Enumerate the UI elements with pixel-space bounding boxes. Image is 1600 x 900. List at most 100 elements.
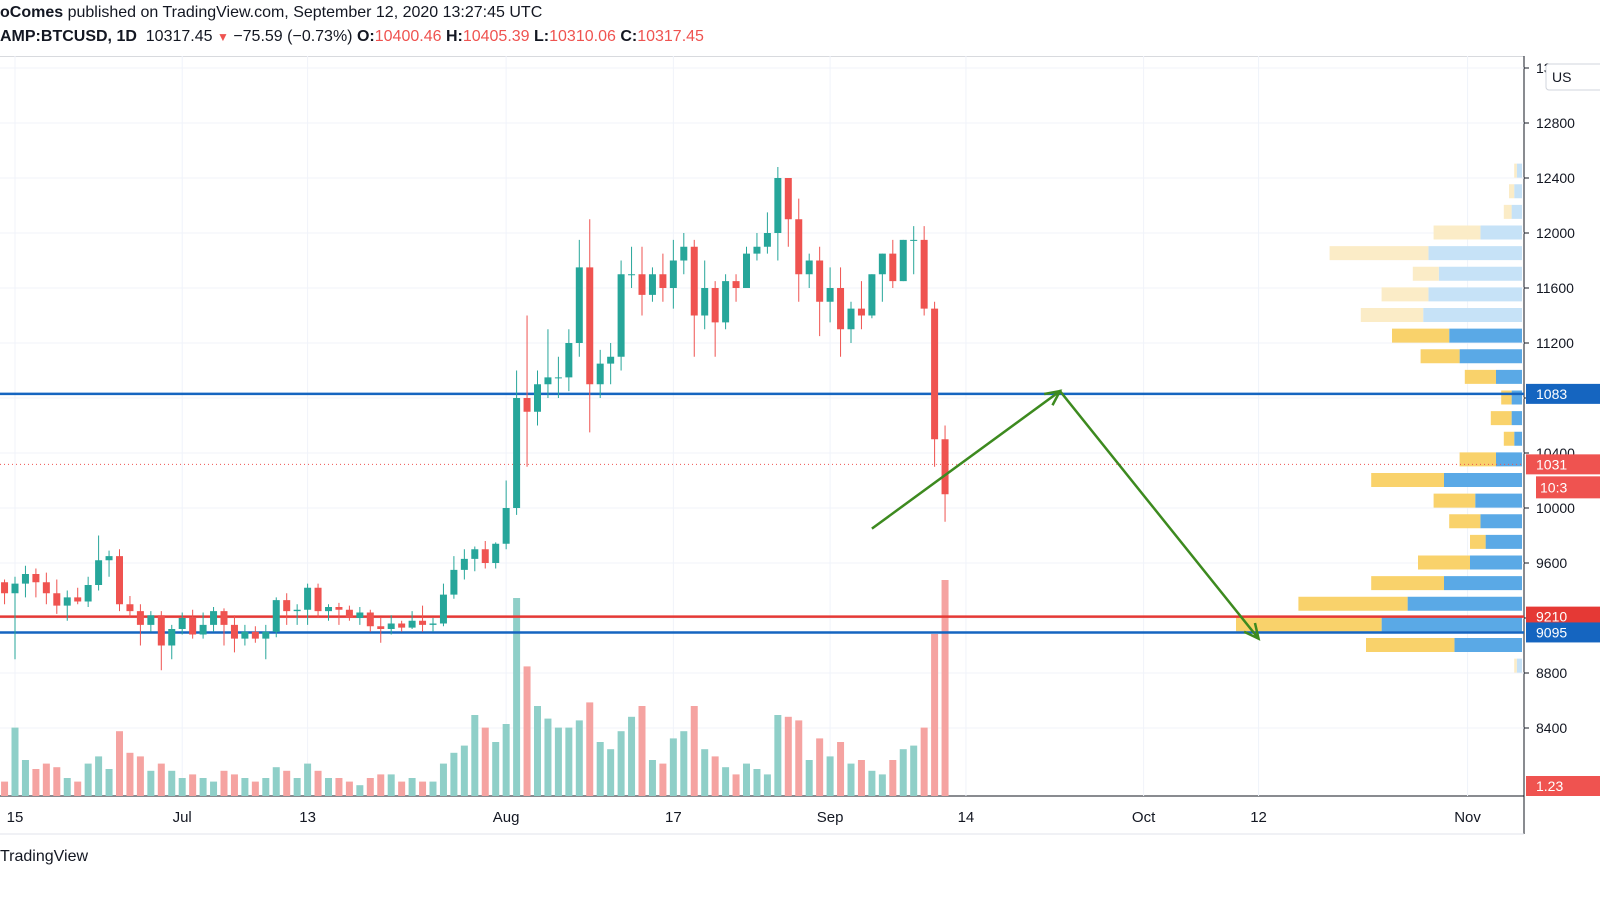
volume-profile-down-bar [1433, 493, 1476, 508]
candle-body [596, 363, 604, 385]
candle-body [492, 543, 500, 563]
x-tick-label: 17 [665, 809, 682, 826]
candle-body [1, 582, 9, 594]
candle-body [523, 398, 531, 412]
volume-bar [178, 778, 186, 796]
volume-bar [899, 749, 907, 796]
volume-bar [502, 724, 510, 796]
volume-bar [753, 769, 761, 796]
volume-bar [53, 767, 61, 796]
y-tick-label: 10000 [1536, 500, 1575, 516]
volume-bar [398, 781, 406, 796]
volume-bar [534, 706, 541, 796]
volume-bar [84, 763, 92, 796]
volume-bar [21, 760, 29, 796]
volume-bar [586, 702, 594, 796]
candle-body [408, 620, 416, 628]
volume-bar [795, 720, 803, 796]
volume-profile-up-bar [1480, 514, 1522, 529]
volume-bar [42, 763, 50, 796]
volume-bar [722, 767, 730, 796]
candle-body [126, 604, 134, 612]
volume-profile-down-bar [1501, 390, 1512, 405]
volume-bar [544, 718, 552, 796]
volume-bar [826, 756, 834, 796]
countdown-label-bg [1536, 476, 1600, 499]
close-label: C: [620, 28, 638, 45]
volume-bar [669, 738, 677, 796]
forecast-arrowhead-down [1243, 622, 1261, 641]
volume-profile-down-bar [1503, 204, 1512, 219]
high-value: 10405.39 [462, 28, 530, 45]
volume-profile-up-bar [1428, 287, 1522, 302]
volume-profile-down-bar [1360, 308, 1424, 322]
volume-bar [471, 715, 479, 796]
volume-profile-down-bar [1490, 411, 1512, 426]
low-value: 10310.06 [549, 28, 616, 45]
volume-profile-down-bar [1329, 246, 1429, 261]
volume-bar [168, 770, 176, 796]
candle-body [439, 594, 447, 624]
volume-bar [32, 769, 40, 796]
candle-body [554, 377, 562, 379]
volume-bar [262, 778, 270, 796]
volume-profile-down-bar [1412, 266, 1439, 281]
candle-body [387, 623, 395, 629]
price-level-label-bg [1526, 622, 1600, 643]
volume-profile-up-bar [1480, 225, 1522, 240]
volume-bar [95, 756, 103, 796]
volume-profile-down-bar [1449, 514, 1481, 529]
volume-bar [868, 770, 876, 796]
volume-bar [11, 727, 19, 796]
candle-body [42, 582, 50, 594]
price-level-label: 1083 [1536, 386, 1567, 402]
publisher-name: oComes [0, 4, 64, 21]
volume-bar [607, 749, 615, 796]
candle-body [105, 556, 113, 561]
candle-body [63, 597, 71, 606]
candle-body [774, 178, 782, 233]
publisher-line: oComes published on TradingView.com, Sep… [0, 4, 542, 22]
candle-body [826, 288, 834, 302]
volume-bar [220, 770, 228, 796]
volume-bar [251, 781, 259, 796]
y-tick-label: 8800 [1536, 665, 1567, 681]
symbol-label[interactable]: AMP:BTCUSD, 1D [0, 28, 137, 45]
volume-profile-down-bar [1514, 163, 1517, 178]
volume-bar [732, 774, 740, 796]
volume-bar [816, 738, 824, 796]
x-tick-label: Sep [817, 809, 844, 826]
volume-bar [460, 745, 468, 796]
x-tick-label: Jul [173, 809, 192, 826]
volume-bar [105, 769, 113, 796]
volume-bar [513, 598, 521, 796]
candle-body [450, 569, 458, 595]
candle-body [345, 609, 353, 618]
volume-axis-label: 1.23 [1536, 778, 1563, 794]
volume-bar [387, 774, 395, 796]
volume-bar [408, 778, 416, 796]
candle-body [648, 274, 656, 295]
volume-profile-up-bar [1511, 390, 1522, 405]
volume-bar [126, 752, 134, 796]
candle-body [690, 246, 698, 316]
footer-brand: TradingView [0, 848, 89, 865]
volume-profile-down-bar [1392, 328, 1450, 343]
candle-body [534, 384, 541, 412]
volume-bar [74, 781, 82, 796]
candle-body [210, 611, 218, 625]
volume-bar [230, 774, 238, 796]
candle-body [847, 308, 855, 330]
price-chart[interactable]: 8400880092009600100001040010800112001160… [0, 56, 1600, 840]
volume-bar [241, 778, 249, 796]
volume-bar [314, 770, 322, 796]
candle-body [21, 574, 29, 584]
volume-bar [784, 716, 792, 796]
volume-profile-down-bar [1418, 555, 1470, 570]
candle-body [241, 631, 249, 639]
volume-bar [565, 727, 573, 796]
candle-body [795, 219, 803, 275]
candle-body [178, 618, 186, 629]
volume-profile-up-bar [1496, 369, 1522, 384]
candle-body [711, 288, 719, 323]
